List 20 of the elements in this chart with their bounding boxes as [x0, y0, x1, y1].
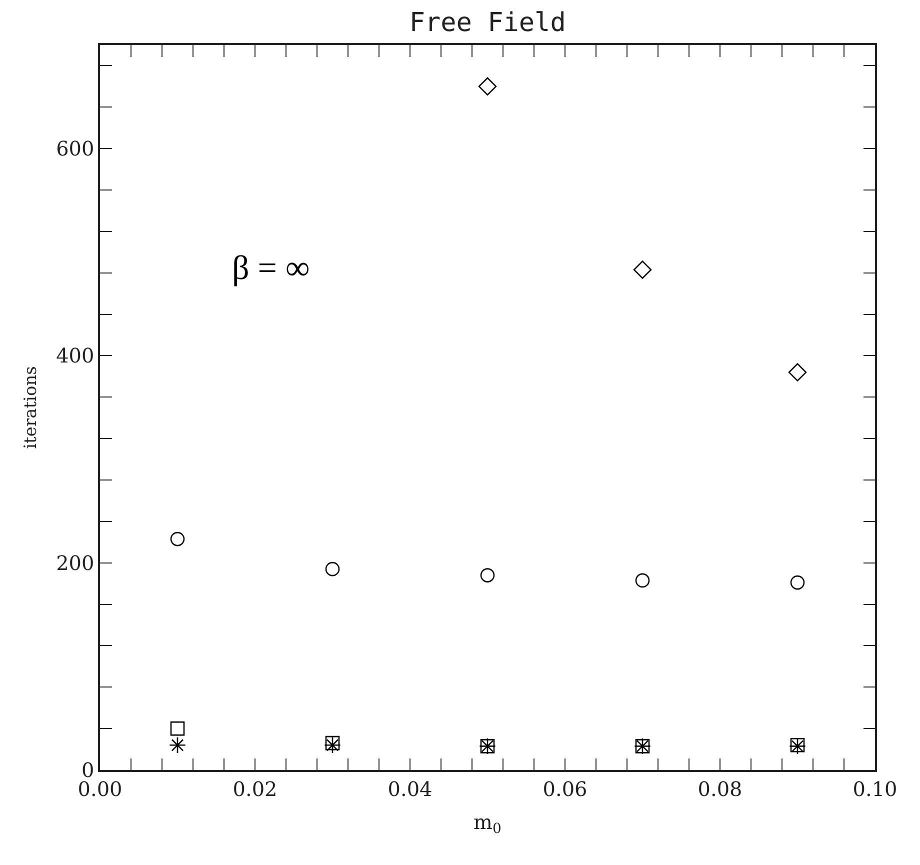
point [325, 562, 340, 576]
point [480, 568, 495, 582]
annotation: β = ∞ [232, 250, 310, 287]
y-tick-label: 200 [56, 550, 94, 575]
y-axis-title: iterations [21, 366, 42, 449]
x-axis-title: m$_{0}$ [474, 810, 502, 837]
point [633, 260, 652, 279]
point [788, 363, 807, 382]
x-tick-label: 0.02 [232, 776, 278, 801]
y-tick-label: 600 [56, 136, 94, 161]
chart-title: Free Field [409, 8, 566, 38]
point [170, 532, 185, 546]
point [478, 77, 497, 96]
point [635, 573, 650, 588]
x-tick-label: 0.04 [388, 776, 432, 801]
x-tick-label: 0.10 [852, 776, 898, 801]
x-tick-label: 0.06 [542, 776, 588, 801]
point [790, 575, 805, 590]
y-tick-label: 400 [56, 344, 94, 368]
x-tick-label: 0.08 [698, 776, 742, 801]
